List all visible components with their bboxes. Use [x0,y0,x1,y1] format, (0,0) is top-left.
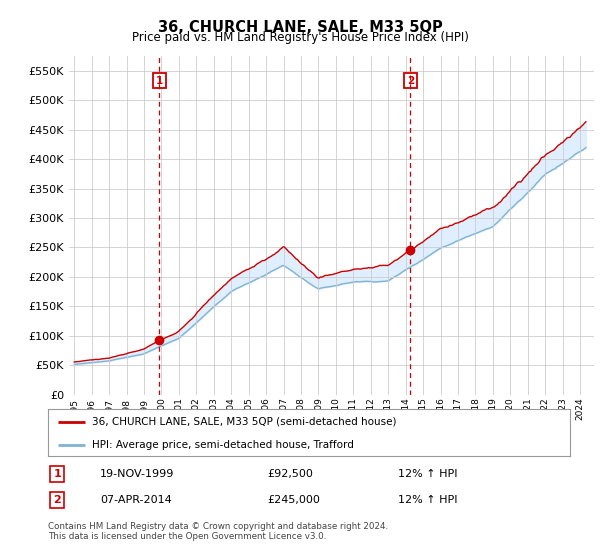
Text: 36, CHURCH LANE, SALE, M33 5QP (semi-detached house): 36, CHURCH LANE, SALE, M33 5QP (semi-det… [92,417,397,427]
Text: 12% ↑ HPI: 12% ↑ HPI [398,496,457,505]
Text: Price paid vs. HM Land Registry's House Price Index (HPI): Price paid vs. HM Land Registry's House … [131,31,469,44]
Text: £92,500: £92,500 [267,469,313,479]
Text: 12% ↑ HPI: 12% ↑ HPI [398,469,457,479]
Text: 1: 1 [156,76,163,86]
Text: 19-NOV-1999: 19-NOV-1999 [100,469,175,479]
Text: 07-APR-2014: 07-APR-2014 [100,496,172,505]
Text: 1: 1 [53,469,61,479]
Text: Contains HM Land Registry data © Crown copyright and database right 2024.
This d: Contains HM Land Registry data © Crown c… [48,522,388,542]
Text: 2: 2 [53,496,61,505]
Text: 36, CHURCH LANE, SALE, M33 5QP: 36, CHURCH LANE, SALE, M33 5QP [158,20,442,35]
Text: 2: 2 [407,76,414,86]
Text: £245,000: £245,000 [267,496,320,505]
Text: HPI: Average price, semi-detached house, Trafford: HPI: Average price, semi-detached house,… [92,440,354,450]
